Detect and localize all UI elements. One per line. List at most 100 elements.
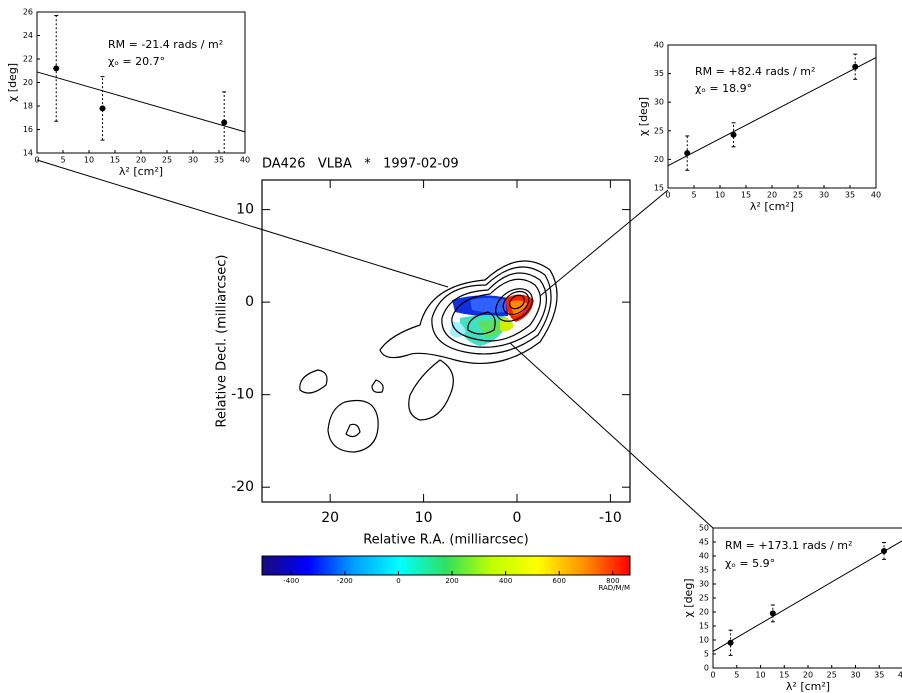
y-tick-label: 30 bbox=[654, 98, 664, 107]
x-tick-label: 10 bbox=[715, 191, 725, 200]
y-tick-label: 40 bbox=[699, 552, 709, 561]
y-tick-label: 45 bbox=[699, 538, 709, 547]
y-tick-label: 14 bbox=[23, 149, 33, 158]
colorbar-label: RAD/M/M bbox=[598, 584, 630, 592]
plot-frame bbox=[667, 44, 877, 189]
x-tick-label: 30 bbox=[819, 191, 829, 200]
map-frame bbox=[261, 179, 631, 503]
connector-line bbox=[539, 189, 669, 297]
y-axis-label: χ [deg] bbox=[682, 578, 695, 617]
x-tick-label: 10 bbox=[755, 671, 765, 680]
x-tick-label: 5 bbox=[60, 156, 65, 165]
y-tick-label: 15 bbox=[654, 184, 664, 193]
x-tick-label: 30 bbox=[850, 671, 860, 680]
y-tick-label: -10 bbox=[231, 387, 254, 403]
x-tick-label: 0 bbox=[34, 156, 39, 165]
x-tick-label: 20 bbox=[136, 156, 146, 165]
x-tick-label: 10 bbox=[84, 156, 94, 165]
x-axis-label: λ² [cm²] bbox=[786, 680, 830, 693]
colorbar-tick-label: 200 bbox=[445, 577, 458, 585]
y-tick-label: 24 bbox=[23, 31, 33, 40]
x-tick-label: 35 bbox=[845, 191, 855, 200]
annotation: RM = +173.1 rads / m² bbox=[725, 539, 852, 552]
annotation: χₒ = 20.7° bbox=[108, 55, 165, 68]
colorbar-tick-label: -400 bbox=[283, 577, 299, 585]
y-tick-label: 0 bbox=[245, 294, 254, 310]
data-point bbox=[684, 150, 691, 157]
x-tick-label: 25 bbox=[162, 156, 172, 165]
colorbar-tick-label: 0 bbox=[396, 577, 400, 585]
y-tick-label: 26 bbox=[23, 8, 33, 17]
x-tick-label: 15 bbox=[779, 671, 789, 680]
x-tick-label: 25 bbox=[793, 191, 803, 200]
data-point bbox=[53, 65, 60, 72]
fit-line bbox=[667, 57, 877, 167]
y-tick-label: 20 bbox=[23, 78, 33, 87]
y-tick-label: 22 bbox=[23, 55, 33, 64]
data-point bbox=[881, 547, 887, 554]
x-tick-label: -10 bbox=[599, 510, 622, 526]
data-point bbox=[730, 131, 737, 138]
y-tick-label: 20 bbox=[654, 155, 664, 164]
y-tick-label: -20 bbox=[231, 479, 254, 495]
y-tick-label: 10 bbox=[236, 202, 254, 218]
colorbar-tick-label: 400 bbox=[499, 577, 512, 585]
y-tick-label: 35 bbox=[699, 566, 709, 575]
annotation: RM = -21.4 rads / m² bbox=[108, 38, 223, 51]
colorbar bbox=[261, 555, 631, 576]
colorbar-tick-label: 600 bbox=[553, 577, 566, 585]
fit-line bbox=[36, 71, 246, 133]
x-tick-label: 40 bbox=[871, 191, 881, 200]
fit-line bbox=[712, 540, 902, 652]
y-tick-label: 5 bbox=[704, 650, 709, 659]
x-axis-label: λ² [cm²] bbox=[119, 165, 163, 178]
x-tick-label: 20 bbox=[803, 671, 813, 680]
x-tick-label: 5 bbox=[734, 671, 739, 680]
connector-line bbox=[36, 159, 449, 288]
x-tick-label: 35 bbox=[874, 671, 884, 680]
x-tick-label: 15 bbox=[741, 191, 751, 200]
y-tick-label: 50 bbox=[699, 524, 709, 533]
map-title: DA426 VLBA * 1997-02-09 bbox=[262, 157, 459, 172]
y-tick-label: 15 bbox=[699, 622, 709, 631]
y-tick-label: 25 bbox=[654, 126, 664, 135]
y-tick-label: 30 bbox=[699, 580, 709, 589]
annotation: χₒ = 18.9° bbox=[695, 82, 752, 95]
y-tick-label: 16 bbox=[23, 125, 33, 134]
connectors bbox=[36, 159, 714, 529]
x-tick-label: 0 bbox=[665, 191, 670, 200]
x-tick-label: 40 bbox=[240, 156, 250, 165]
data-point bbox=[769, 610, 776, 617]
data-point bbox=[221, 119, 228, 126]
plot-frame bbox=[712, 527, 902, 669]
data-point bbox=[727, 639, 734, 646]
colorbar-tick-label: 800 bbox=[606, 577, 619, 585]
y-axis-label: Relative Decl. (milliarcsec) bbox=[215, 255, 230, 428]
x-tick-label: 0 bbox=[513, 510, 522, 526]
colorbar-tick-label: -200 bbox=[337, 577, 353, 585]
y-tick-label: 0 bbox=[704, 664, 709, 673]
x-tick-label: 20 bbox=[767, 191, 777, 200]
x-axis-label: λ² [cm²] bbox=[750, 200, 794, 213]
x-tick-label: 25 bbox=[827, 671, 837, 680]
x-tick-label: 0 bbox=[710, 671, 715, 680]
contours bbox=[299, 260, 558, 453]
y-tick-label: 25 bbox=[699, 594, 709, 603]
y-tick-label: 18 bbox=[23, 102, 33, 111]
map-image bbox=[299, 260, 558, 453]
x-tick-label: 40 bbox=[898, 671, 902, 680]
y-tick-label: 20 bbox=[699, 608, 709, 617]
y-tick-label: 10 bbox=[699, 636, 709, 645]
data-point bbox=[99, 105, 106, 112]
y-axis-label: χ [deg] bbox=[6, 63, 19, 102]
x-tick-label: 35 bbox=[214, 156, 224, 165]
y-tick-label: 40 bbox=[654, 41, 664, 50]
x-tick-label: 30 bbox=[188, 156, 198, 165]
plot-frame bbox=[36, 11, 246, 154]
y-axis-label: χ [deg] bbox=[637, 97, 650, 136]
data-point bbox=[852, 63, 859, 70]
connector-line bbox=[509, 342, 714, 529]
x-tick-label: 10 bbox=[415, 510, 433, 526]
